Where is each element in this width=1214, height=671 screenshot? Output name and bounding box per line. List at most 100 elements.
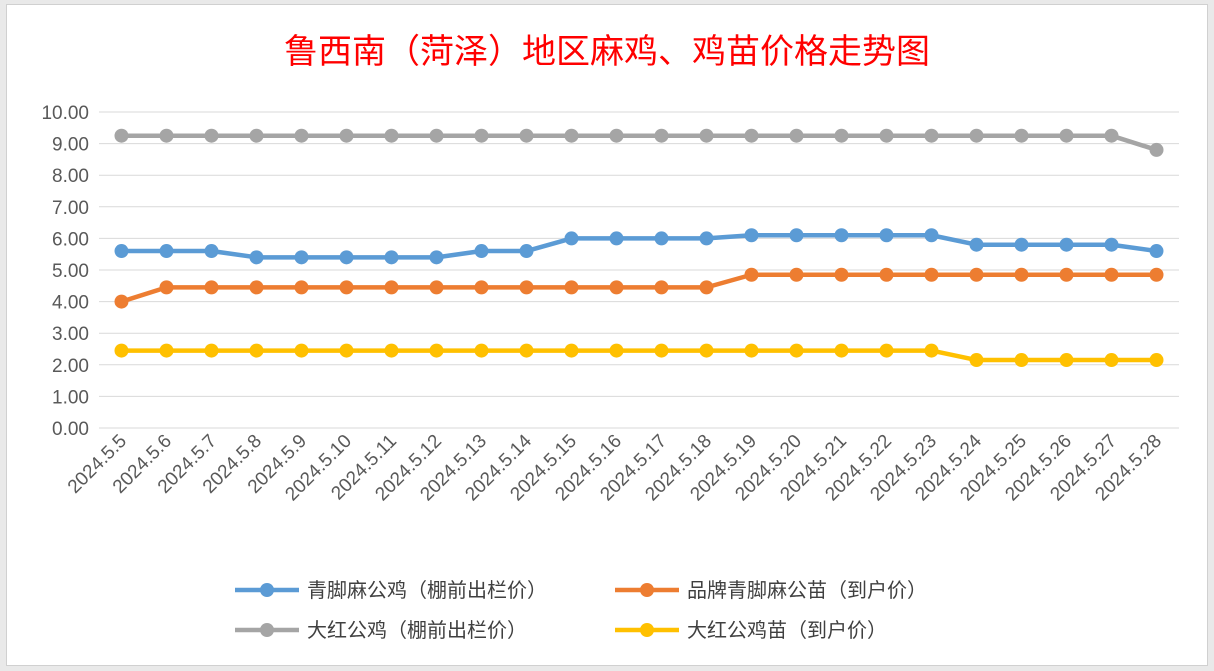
- series-line: [119, 232, 1159, 260]
- data-point: [159, 280, 174, 295]
- data-point: [1014, 267, 1029, 282]
- x-axis-ticks: 2024.5.52024.5.62024.5.72024.5.82024.5.9…: [64, 430, 1166, 505]
- data-point: [969, 353, 984, 368]
- data-point: [744, 228, 759, 243]
- data-point: [1149, 142, 1164, 157]
- data-point: [1104, 353, 1119, 368]
- legend: 青脚麻公鸡（棚前出栏价） 品牌青脚麻公苗（到户价） 大红公鸡（棚前出栏价） 大红公鸡苗…: [235, 578, 927, 642]
- data-point: [654, 280, 669, 295]
- data-point: [564, 128, 579, 143]
- data-point: [519, 244, 534, 259]
- data-point: [789, 228, 804, 243]
- data-point: [969, 237, 984, 252]
- data-point: [384, 128, 399, 143]
- data-point: [1014, 237, 1029, 252]
- y-tick-label: 5.00: [52, 261, 89, 282]
- data-point: [204, 244, 219, 259]
- data-point: [249, 128, 264, 143]
- gridlines: [99, 111, 1179, 429]
- legend-label: 青脚麻公鸡（棚前出栏价）: [307, 578, 547, 602]
- data-point: [294, 343, 309, 358]
- data-point: [384, 343, 399, 358]
- data-point: [249, 343, 264, 358]
- data-point: [789, 267, 804, 282]
- data-point: [834, 228, 849, 243]
- legend-marker-icon: [640, 583, 654, 597]
- data-point: [1104, 128, 1119, 143]
- data-point: [474, 244, 489, 259]
- data-point: [789, 343, 804, 358]
- chart-title: 鲁西南（菏泽）地区麻鸡、鸡苗价格走势图: [284, 32, 930, 72]
- data-point: [339, 250, 354, 265]
- data-point: [834, 343, 849, 358]
- data-point: [744, 128, 759, 143]
- data-point: [1059, 237, 1074, 252]
- data-point: [609, 280, 624, 295]
- data-point: [744, 267, 759, 282]
- y-tick-label: 1.00: [52, 387, 89, 408]
- data-point: [114, 294, 129, 309]
- data-point: [339, 343, 354, 358]
- series-2: [114, 267, 1164, 309]
- legend-label: 品牌青脚麻公苗（到户价）: [687, 578, 927, 602]
- legend-item: 大红公鸡苗（到户价）: [615, 618, 887, 642]
- data-point: [564, 280, 579, 295]
- data-point: [159, 128, 174, 143]
- y-tick-label: 9.00: [52, 135, 89, 156]
- data-point: [1059, 353, 1074, 368]
- line-chart: 鲁西南（菏泽）地区麻鸡、鸡苗价格走势图 0.00 1.00 2.00 3.00 4.00…: [41, 32, 1179, 642]
- data-point: [204, 280, 219, 295]
- data-point: [924, 128, 939, 143]
- data-point: [249, 250, 264, 265]
- series-group: [114, 128, 1164, 368]
- data-point: [159, 343, 174, 358]
- data-point: [879, 128, 894, 143]
- data-point: [654, 128, 669, 143]
- y-tick-label: 2.00: [52, 356, 89, 377]
- data-point: [1149, 267, 1164, 282]
- data-point: [924, 267, 939, 282]
- legend-marker-icon: [260, 583, 274, 597]
- y-tick-label: 7.00: [52, 198, 89, 219]
- data-point: [474, 280, 489, 295]
- data-point: [924, 228, 939, 243]
- data-point: [789, 128, 804, 143]
- data-point: [429, 128, 444, 143]
- data-point: [519, 128, 534, 143]
- data-point: [879, 343, 894, 358]
- y-tick-label: 10.00: [41, 103, 89, 124]
- data-point: [114, 343, 129, 358]
- y-tick-label: 3.00: [52, 324, 89, 345]
- data-point: [294, 280, 309, 295]
- data-point: [339, 128, 354, 143]
- legend-label: 大红公鸡（棚前出栏价）: [307, 618, 527, 642]
- data-point: [924, 343, 939, 358]
- series-3: [114, 128, 1164, 157]
- data-point: [834, 267, 849, 282]
- data-point: [1104, 267, 1119, 282]
- data-point: [384, 250, 399, 265]
- data-point: [699, 128, 714, 143]
- legend-item: 品牌青脚麻公苗（到户价）: [615, 578, 927, 602]
- data-point: [249, 280, 264, 295]
- data-point: [1104, 237, 1119, 252]
- data-point: [204, 128, 219, 143]
- data-point: [654, 231, 669, 246]
- data-point: [429, 250, 444, 265]
- data-point: [114, 128, 129, 143]
- data-point: [1014, 353, 1029, 368]
- data-point: [969, 128, 984, 143]
- legend-marker-icon: [640, 623, 654, 637]
- data-point: [339, 280, 354, 295]
- legend-label: 大红公鸡苗（到户价）: [687, 618, 887, 642]
- data-point: [429, 343, 444, 358]
- data-point: [294, 250, 309, 265]
- data-point: [879, 228, 894, 243]
- data-point: [114, 244, 129, 259]
- data-point: [879, 267, 894, 282]
- data-point: [474, 343, 489, 358]
- y-tick-label: 0.00: [52, 419, 89, 440]
- data-point: [429, 280, 444, 295]
- data-point: [294, 128, 309, 143]
- legend-marker-icon: [260, 623, 274, 637]
